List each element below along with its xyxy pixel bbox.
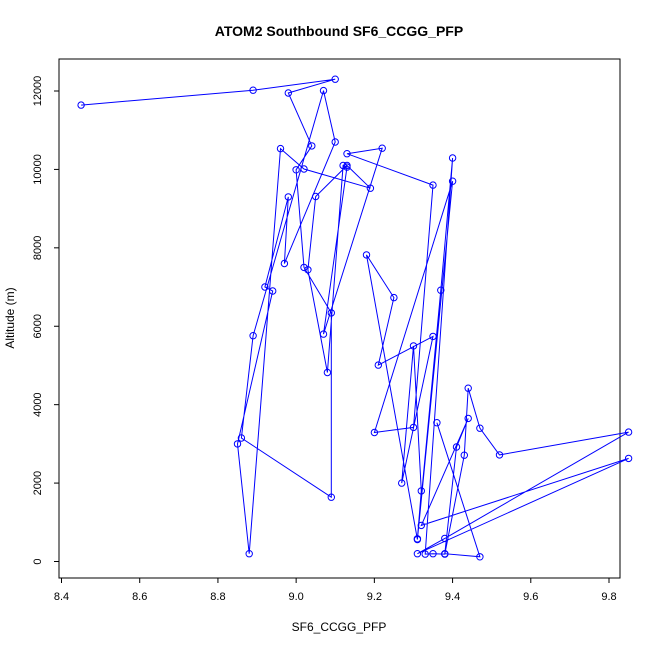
x-axis: 8.4 8.6 8.8 9.0 9.2 9.4 9.6 9.8 [54, 578, 617, 603]
data-point [433, 419, 441, 427]
data-point [417, 521, 425, 530]
data-point [624, 454, 633, 463]
data-point [624, 428, 633, 436]
data-point [331, 75, 339, 83]
data-point [429, 181, 437, 189]
data-point [237, 434, 246, 442]
data-point [448, 154, 457, 162]
x-tick-label: 8.4 [54, 591, 69, 603]
series-line [81, 78, 629, 558]
data-point [464, 414, 472, 423]
y-axis-label: Altitude (m) [3, 287, 17, 348]
data-point [417, 487, 425, 495]
data-point [362, 251, 371, 259]
chart-title: ATOM2 Southbound SF6_CCGG_PFP [215, 23, 463, 39]
y-tick-label: 2000 [32, 471, 44, 495]
data-point [312, 192, 320, 201]
data-point [319, 86, 328, 95]
y-tick-label: 8000 [32, 236, 44, 260]
y-tick-label: 10000 [32, 154, 44, 185]
data-point [409, 423, 418, 432]
data-point [378, 144, 386, 152]
x-tick-label: 9.6 [523, 591, 538, 603]
data-point [343, 150, 351, 158]
data-point [460, 451, 468, 459]
y-axis: 0 2000 4000 6000 8000 10000 12000 [32, 76, 59, 565]
data-point [374, 361, 382, 369]
data-point [331, 138, 339, 146]
data-point [413, 550, 422, 558]
data-point [409, 342, 418, 350]
data-point [366, 184, 375, 192]
data-point [464, 384, 472, 392]
y-tick-label: 6000 [32, 314, 44, 338]
x-tick-label: 9.8 [601, 591, 616, 603]
data-point [304, 266, 312, 274]
data-point [441, 534, 449, 543]
data-point [413, 535, 422, 543]
data-point [327, 309, 335, 317]
data-point [300, 165, 308, 173]
data-point [429, 550, 437, 558]
y-tick-label: 12000 [32, 76, 44, 107]
data-point [269, 287, 277, 295]
x-tick-label: 8.6 [132, 591, 147, 603]
x-tick-label: 9.4 [445, 591, 460, 603]
data-point [284, 89, 292, 97]
data-point [261, 283, 269, 291]
y-tick-label: 0 [32, 558, 44, 564]
data-point [476, 553, 484, 561]
data-point [339, 161, 347, 170]
data-point [319, 330, 328, 338]
x-axis-label: SF6_CCGG_PFP [292, 620, 387, 634]
data-point [370, 428, 379, 437]
data-point [476, 424, 484, 432]
data-point [300, 263, 308, 272]
data-point [323, 368, 332, 377]
data-point [77, 101, 85, 109]
x-tick-label: 9.0 [288, 591, 303, 603]
data-point [245, 550, 253, 558]
data-point [280, 259, 289, 268]
data-point [437, 286, 445, 294]
data-point [390, 293, 398, 302]
y-tick-label: 4000 [32, 392, 44, 416]
data-point [452, 443, 461, 451]
data-point [327, 493, 335, 501]
data-point [249, 86, 257, 94]
series-layer [77, 75, 633, 561]
data-point [276, 144, 285, 153]
data-point [448, 177, 457, 185]
data-point [233, 440, 242, 448]
data-point [441, 550, 449, 558]
data-point [495, 451, 504, 459]
data-point [429, 332, 437, 341]
data-point [343, 163, 351, 171]
data-point [292, 166, 300, 174]
data-point [421, 550, 429, 558]
plot-frame [58, 58, 621, 579]
x-tick-label: 9.2 [367, 591, 382, 603]
data-point [308, 142, 316, 150]
data-point [398, 479, 406, 487]
data-point [249, 332, 257, 340]
data-point [284, 193, 292, 201]
x-tick-label: 8.8 [210, 591, 225, 603]
